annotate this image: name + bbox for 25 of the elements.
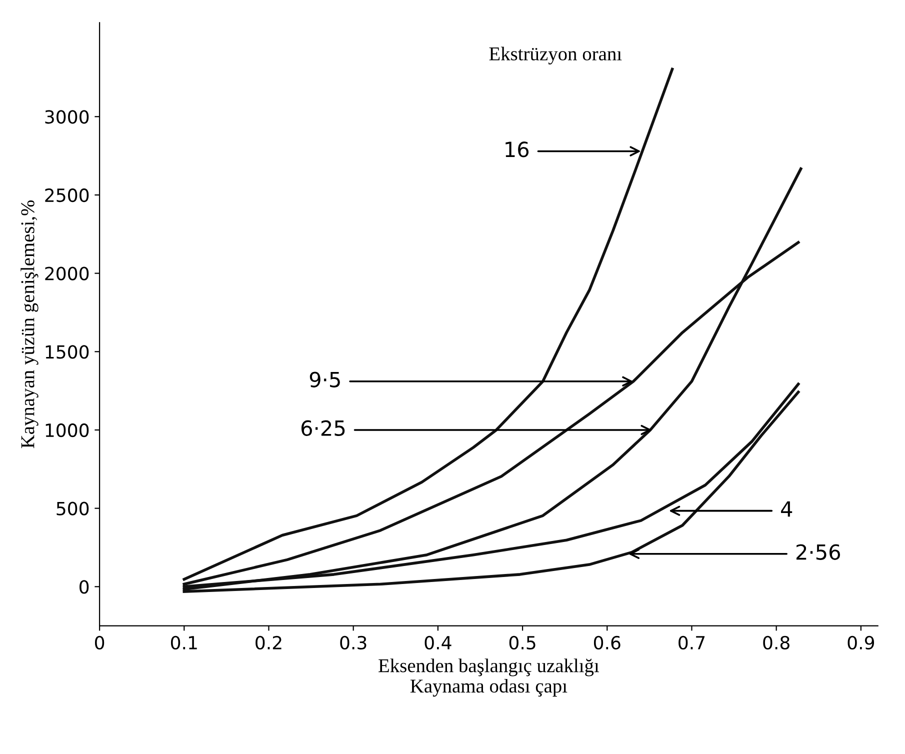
x-tick-label: 0.4 xyxy=(424,636,452,650)
annotation: 16 xyxy=(506,142,529,158)
annotation: 9·5 xyxy=(310,372,340,388)
x-tick-label: 0.1 xyxy=(170,636,197,650)
x-tick-label: 0 xyxy=(94,636,104,650)
y-tick-label: 1000 xyxy=(46,423,89,438)
x-tick-label: 0.8 xyxy=(763,636,790,650)
y-tick-label: 1500 xyxy=(46,345,89,359)
x-axis-title: Eksenden başlangıç uzaklığı Kaynama odası çapı xyxy=(378,658,600,697)
y-tick-label: 2000 xyxy=(45,266,89,280)
x-tick-label: 0.9 xyxy=(848,636,874,650)
annotation: Ekstrüzyon oranı xyxy=(489,46,622,64)
y-axis-title: Kaynayan yüzün genişlemesi,% xyxy=(20,200,38,448)
x-tick-label: 0.3 xyxy=(340,636,366,650)
x-tick-label: 0.6 xyxy=(594,636,620,650)
x-tick-label: 0.2 xyxy=(256,636,282,650)
annotation: 2·56 xyxy=(796,544,840,560)
y-tick-label: 3000 xyxy=(45,110,89,124)
annotation: 4 xyxy=(781,501,792,517)
y-tick-label: 500 xyxy=(56,502,89,516)
x-tick-label: 0.7 xyxy=(678,636,705,650)
annotation: 6·25 xyxy=(301,420,345,436)
y-tick-label: 2500 xyxy=(45,188,89,202)
y-tick-label: 0 xyxy=(80,580,89,594)
x-tick-label: 0.5 xyxy=(509,636,536,650)
